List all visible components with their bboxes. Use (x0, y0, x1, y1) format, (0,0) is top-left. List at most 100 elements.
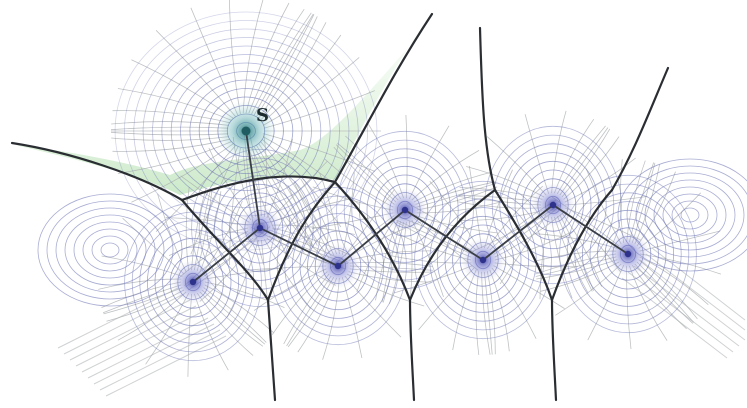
diffuse-band-left (57, 287, 227, 397)
contour-ring (229, 192, 291, 264)
gradient-line (248, 8, 305, 114)
contour-ring (162, 246, 224, 318)
contour-ring (198, 88, 294, 174)
separatrix-valley-3 (550, 298, 558, 402)
contour-ring (208, 96, 284, 166)
contour-ring (566, 183, 690, 325)
outer-lobe-left (82, 228, 138, 272)
contour-ring (314, 239, 362, 293)
contour-ring (276, 195, 400, 337)
contour-ring (374, 174, 436, 246)
contour-ring (597, 218, 659, 290)
gradient-line (111, 136, 229, 141)
gradient-line (256, 145, 315, 248)
contour-ring (589, 209, 667, 299)
outer-lobe-right (680, 207, 700, 223)
node-point (624, 250, 632, 258)
outer-lobe-right (617, 158, 747, 272)
gradient-line (631, 162, 656, 243)
gradient-line (190, 7, 239, 116)
separatrix-ridge-2 (478, 26, 497, 192)
source-point (241, 126, 251, 136)
outer-lobe-right (626, 165, 747, 265)
gradient-line (110, 126, 229, 131)
contour-ring (452, 224, 514, 296)
gradient-line (110, 131, 229, 136)
contour-ring (414, 180, 552, 340)
gradient-line (322, 277, 340, 360)
outer-lobe-right (644, 179, 736, 251)
contour-ring (198, 157, 322, 299)
contour-ring (529, 178, 577, 232)
contour-ring (170, 62, 322, 200)
contour-ring (221, 183, 299, 273)
node-points (189, 126, 632, 286)
contour-ring (124, 202, 262, 362)
source-basin-region (15, 15, 430, 195)
separatrix-valley-1 (266, 298, 277, 402)
gradient-line (203, 287, 267, 343)
gradient-line (245, 2, 290, 114)
gradient-line (405, 114, 408, 199)
contour-ring (299, 221, 377, 311)
separatrix-valley-2 (408, 298, 416, 402)
gradient-line (475, 271, 480, 355)
contour-ring (514, 160, 592, 250)
contour-ring (236, 201, 284, 255)
contour-ring (582, 201, 675, 307)
node-point (549, 201, 557, 209)
outer-lobe-left (55, 207, 165, 293)
contour-ring (213, 175, 306, 281)
contour-ring (154, 237, 232, 327)
separatrix-link-3 (493, 188, 614, 304)
contour-ring (444, 215, 522, 305)
gradient-line (262, 57, 360, 126)
node-point (479, 256, 487, 264)
contour-ring (180, 71, 312, 191)
gradient-line (413, 171, 493, 203)
contour-ring (491, 134, 615, 276)
gradient-line (551, 110, 567, 194)
contour-ring (604, 227, 652, 281)
separatrix-ridge-1 (333, 12, 434, 184)
outer-lobe-left (91, 235, 129, 265)
node-point (401, 206, 409, 214)
node-point (334, 262, 342, 270)
gradient-line (524, 114, 550, 194)
contour-ring (559, 174, 697, 334)
outer-lobe-right (671, 200, 709, 230)
gradient-line (587, 265, 625, 341)
equipotential-contours (37, 11, 747, 362)
separatrix-top-mid (180, 175, 337, 202)
contour-ring (421, 189, 545, 331)
gradient-line (155, 145, 236, 232)
contour-ring (114, 11, 378, 251)
node-point (256, 224, 264, 232)
contour-ring (139, 220, 247, 344)
contour-ring (343, 139, 467, 281)
source-label: S (256, 105, 269, 126)
separatrix-link-1 (180, 180, 337, 303)
contour-ring (506, 152, 599, 258)
separatrix-curves (10, 12, 670, 402)
separatrix-top-left (10, 141, 184, 202)
contour-ring (484, 125, 622, 285)
contour-ring (269, 186, 407, 346)
gradient-line (228, 0, 241, 114)
gradient-line (155, 30, 236, 117)
contour-ring (499, 143, 607, 267)
separatrix-link-2 (333, 180, 497, 304)
gradient-line (626, 265, 632, 350)
contour-ring (366, 165, 444, 255)
contour-ring (351, 148, 459, 272)
gradient-line (256, 14, 315, 117)
gradient-line (111, 121, 229, 126)
outer-lobe-right (653, 186, 727, 244)
contour-ring (574, 192, 682, 316)
separatrix-ridge-3 (610, 66, 670, 192)
contour-ring (284, 204, 392, 328)
outer-lobe-right (662, 193, 718, 237)
outer-lobe-left (46, 200, 174, 300)
